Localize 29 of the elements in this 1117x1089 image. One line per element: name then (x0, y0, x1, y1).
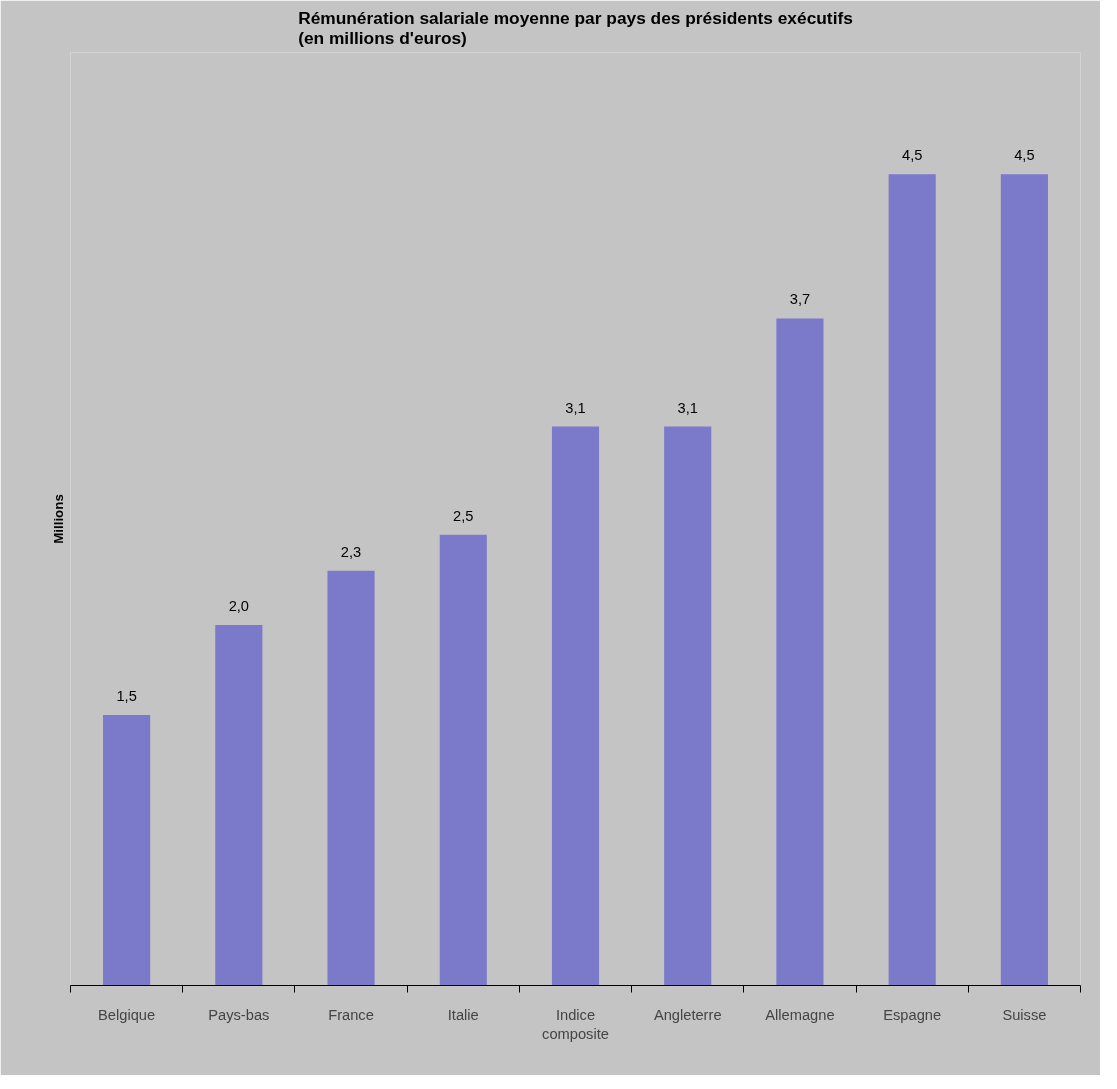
x-tick-label: Italie (447, 1006, 479, 1023)
data-label: 2,0 (228, 597, 250, 614)
y-axis-title: Millions (50, 494, 66, 544)
data-label: 4,5 (901, 147, 923, 164)
bar (1000, 174, 1048, 986)
bar (551, 426, 600, 986)
data-label: 1,5 (116, 688, 137, 705)
x-tick-label: Allemagne (765, 1006, 835, 1023)
x-tick-label: Angleterre (653, 1006, 722, 1023)
data-label: 3,7 (789, 291, 811, 308)
x-tick-label: Pays-bas (208, 1006, 270, 1023)
x-tick-label: Espagne (883, 1006, 942, 1023)
chart-title: Rémunération salariale moyenne par pays des présidents exécutifs (en millions d'euros) (298, 7, 853, 48)
data-label: 2,5 (453, 507, 474, 524)
bar (215, 624, 263, 986)
bar (888, 174, 936, 986)
bar (664, 426, 712, 986)
x-tick-label: Suisse (1002, 1006, 1047, 1023)
x-tick-label: Indice composite (542, 1006, 609, 1042)
data-label: 3,1 (677, 399, 698, 416)
bar (439, 534, 487, 986)
data-label: 4,5 (1014, 147, 1035, 164)
bar (327, 570, 375, 986)
x-tick-label: Belgique (98, 1006, 156, 1023)
data-label: 3,1 (565, 399, 586, 416)
bar (103, 715, 151, 986)
x-tick-label: France (328, 1006, 374, 1023)
bar (776, 318, 824, 986)
data-label: 2,3 (340, 543, 362, 560)
